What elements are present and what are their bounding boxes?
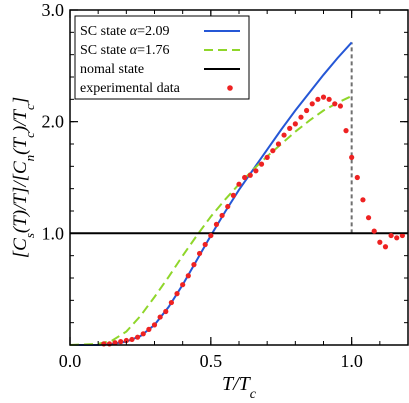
experimental-data-point	[258, 161, 265, 167]
experimental-data-point	[354, 174, 360, 181]
y-tick-label: 2.0	[42, 112, 65, 132]
experimental-data-point	[202, 241, 208, 248]
experimental-data-point	[208, 232, 214, 239]
experimental-data-point	[399, 232, 405, 239]
experimental-data-point	[146, 326, 152, 332]
experimental-data-point	[236, 181, 242, 187]
y-axis-label: [Cs(T)/T]/[Cn(Tc)/Tc]	[10, 97, 37, 259]
experimental-data-point	[304, 107, 310, 114]
experimental-data-point	[157, 314, 163, 320]
experimental-data-point	[191, 262, 197, 268]
experimental-data-point	[337, 103, 343, 109]
experimental-data-point	[382, 244, 389, 250]
experimental-data-point	[360, 197, 366, 203]
legend-label: experimental data	[80, 81, 181, 96]
experimental-data-point	[275, 141, 282, 147]
legend-label: SC state α=1.76	[80, 43, 170, 58]
experimental-data-point	[112, 340, 118, 346]
experimental-data-point	[163, 308, 169, 315]
experimental-data-point	[174, 291, 180, 297]
experimental-data-point	[292, 121, 298, 127]
y-tick-label: 1.0	[42, 223, 65, 243]
experimental-data-point	[247, 172, 253, 178]
experimental-data-point	[320, 94, 327, 100]
experimental-data-point	[264, 154, 270, 160]
plot-area	[69, 41, 408, 347]
experimental-data-point	[287, 125, 293, 131]
experimental-data-point	[332, 101, 338, 107]
experimental-data-point	[298, 114, 304, 120]
x-tick-label: 0.5	[200, 351, 223, 371]
x-axis-label: T/Tc	[222, 373, 257, 402]
axis-ticks: 0.0 0.5 1.0 1.0 2.0 3.0	[42, 0, 409, 371]
experimental-data-point	[349, 154, 355, 160]
experimental-data-point	[315, 96, 321, 102]
experimental-data-point	[180, 282, 186, 288]
experimental-data-point	[326, 96, 332, 102]
experimental-data-point	[371, 228, 377, 234]
experimental-data-point	[365, 215, 372, 221]
experimental-data-point	[185, 273, 191, 279]
experimental-data-point	[151, 322, 158, 328]
experimental-data-point	[230, 192, 236, 198]
experimental-data-point	[129, 336, 135, 343]
experimental-data-point	[270, 148, 276, 154]
experimental-data-point	[253, 168, 259, 174]
x-tick-label: 0.0	[59, 351, 82, 371]
experimental-data-point	[309, 101, 315, 107]
legend-label: SC state α=2.09	[80, 24, 170, 39]
experimental-data-point	[140, 331, 146, 337]
experimental-data-point	[123, 337, 129, 344]
experimental-data-point	[219, 212, 225, 219]
experimental-data-point	[168, 299, 174, 306]
experimental-data-point	[343, 128, 349, 134]
legend-marker	[227, 85, 233, 91]
experimental-data-point	[196, 250, 203, 257]
experimental-data-point	[213, 221, 220, 227]
experimental-data-point	[118, 339, 124, 345]
legend: SC state α=2.09 SC state α=1.76 nomal stat…	[74, 15, 250, 100]
experimental-data-point	[394, 235, 400, 241]
experimental-data-point	[377, 239, 383, 245]
experimental-data-point	[225, 203, 231, 210]
x-tick-label: 1.0	[340, 351, 363, 371]
experimental-data-point	[135, 334, 141, 340]
experimental-data-point	[281, 132, 287, 138]
series-line-2	[69, 95, 353, 346]
experimental-data-point	[388, 232, 394, 239]
legend-box	[74, 15, 250, 100]
legend-label: nomal state	[80, 62, 144, 77]
experimental-data-point	[242, 174, 248, 181]
y-tick-label: 3.0	[42, 0, 65, 20]
